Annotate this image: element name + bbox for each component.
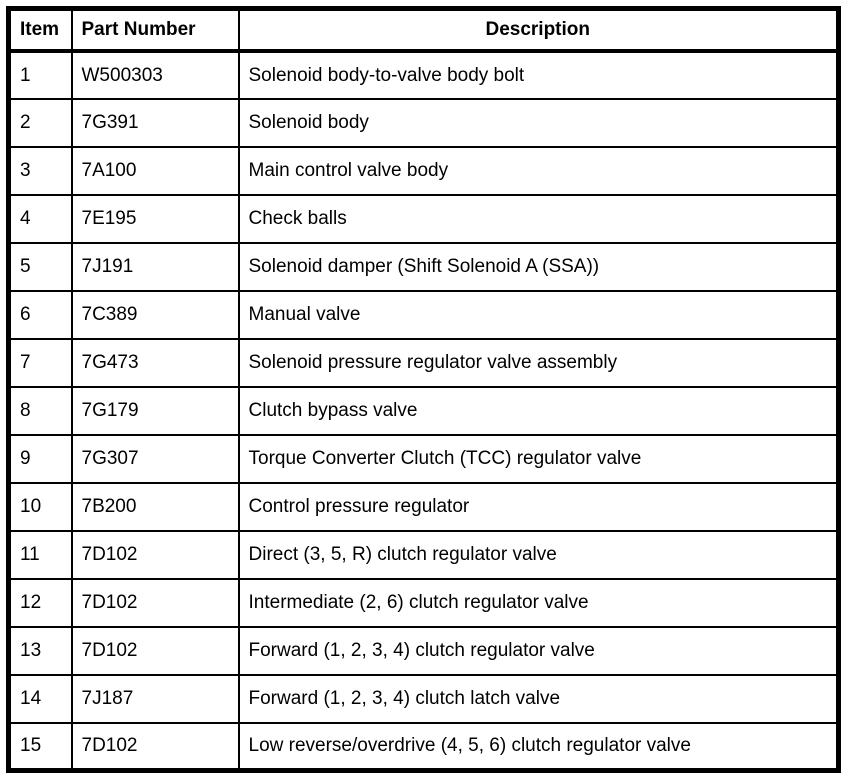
- description-cell: Main control valve body: [237, 145, 840, 196]
- item-cell: 2: [7, 97, 73, 148]
- item-cell: 8: [7, 385, 73, 436]
- table-row: 13 7D102 Forward (1, 2, 3, 4) clutch regul…: [7, 625, 840, 676]
- item-cell: 5: [7, 241, 73, 292]
- item-cell: 10: [7, 481, 73, 532]
- description-cell: Forward (1, 2, 3, 4) clutch latch valve: [237, 673, 840, 724]
- item-cell: 14: [7, 673, 73, 724]
- description-cell: Check balls: [237, 193, 840, 244]
- item-cell: 3: [7, 145, 73, 196]
- part-number-cell: 7D102: [70, 577, 240, 628]
- description-cell: Solenoid damper (Shift Solenoid A (SSA)): [237, 241, 840, 292]
- table-row: 10 7B200 Control pressure regulator: [7, 481, 840, 532]
- table-row: 7 7G473 Solenoid pressure regulator valve …: [7, 337, 840, 388]
- column-header-item: Item: [7, 7, 73, 53]
- table-header: Item Part Number Description: [7, 7, 840, 53]
- part-number-cell: W500303: [70, 49, 240, 100]
- column-header-part-number: Part Number: [70, 7, 240, 53]
- description-cell: Manual valve: [237, 289, 840, 340]
- part-number-cell: 7G473: [70, 337, 240, 388]
- part-number-cell: 7D102: [70, 721, 240, 772]
- part-number-cell: 7G307: [70, 433, 240, 484]
- part-number-cell: 7D102: [70, 529, 240, 580]
- column-header-description: Description: [237, 7, 840, 53]
- table-row: 8 7G179 Clutch bypass valve: [7, 385, 840, 436]
- part-number-cell: 7D102: [70, 625, 240, 676]
- part-number-cell: 7J191: [70, 241, 240, 292]
- item-cell: 13: [7, 625, 73, 676]
- table-row: 3 7A100 Main control valve body: [7, 145, 840, 196]
- description-cell: Solenoid pressure regulator valve assemb…: [237, 337, 840, 388]
- description-cell: Control pressure regulator: [237, 481, 840, 532]
- table-header-row: Item Part Number Description: [7, 7, 840, 53]
- part-number-cell: 7B200: [70, 481, 240, 532]
- parts-table: Item Part Number Description 1 W500303 Sol…: [6, 6, 841, 773]
- table-row: 14 7J187 Forward (1, 2, 3, 4) clutch latch…: [7, 673, 840, 724]
- table-row: 12 7D102 Intermediate (2, 6) clutch regula…: [7, 577, 840, 628]
- part-number-cell: 7G391: [70, 97, 240, 148]
- table-row: 1 W500303 Solenoid body-to-valve body bolt: [7, 49, 840, 100]
- item-cell: 15: [7, 721, 73, 772]
- item-cell: 11: [7, 529, 73, 580]
- item-cell: 6: [7, 289, 73, 340]
- description-cell: Intermediate (2, 6) clutch regulator val…: [237, 577, 840, 628]
- description-cell: Low reverse/overdrive (4, 5, 6) clutch r…: [237, 721, 840, 772]
- part-number-cell: 7G179: [70, 385, 240, 436]
- table-row: 4 7E195 Check balls: [7, 193, 840, 244]
- part-number-cell: 7J187: [70, 673, 240, 724]
- description-cell: Forward (1, 2, 3, 4) clutch regulator va…: [237, 625, 840, 676]
- table-row: 2 7G391 Solenoid body: [7, 97, 840, 148]
- item-cell: 1: [7, 49, 73, 100]
- description-cell: Solenoid body: [237, 97, 840, 148]
- table-row: 11 7D102 Direct (3, 5, R) clutch regulator…: [7, 529, 840, 580]
- item-cell: 9: [7, 433, 73, 484]
- description-cell: Clutch bypass valve: [237, 385, 840, 436]
- part-number-cell: 7C389: [70, 289, 240, 340]
- table-row: 15 7D102 Low reverse/overdrive (4, 5, 6) c…: [7, 721, 840, 772]
- part-number-cell: 7A100: [70, 145, 240, 196]
- description-cell: Solenoid body-to-valve body bolt: [237, 49, 840, 100]
- table-row: 6 7C389 Manual valve: [7, 289, 840, 340]
- table-row: 9 7G307 Torque Converter Clutch (TCC) regu…: [7, 433, 840, 484]
- part-number-cell: 7E195: [70, 193, 240, 244]
- table-body: 1 W500303 Solenoid body-to-valve body bolt…: [7, 49, 840, 772]
- item-cell: 4: [7, 193, 73, 244]
- description-cell: Torque Converter Clutch (TCC) regulator …: [237, 433, 840, 484]
- item-cell: 7: [7, 337, 73, 388]
- table-row: 5 7J191 Solenoid damper (Shift Solenoid A …: [7, 241, 840, 292]
- description-cell: Direct (3, 5, R) clutch regulator valve: [237, 529, 840, 580]
- item-cell: 12: [7, 577, 73, 628]
